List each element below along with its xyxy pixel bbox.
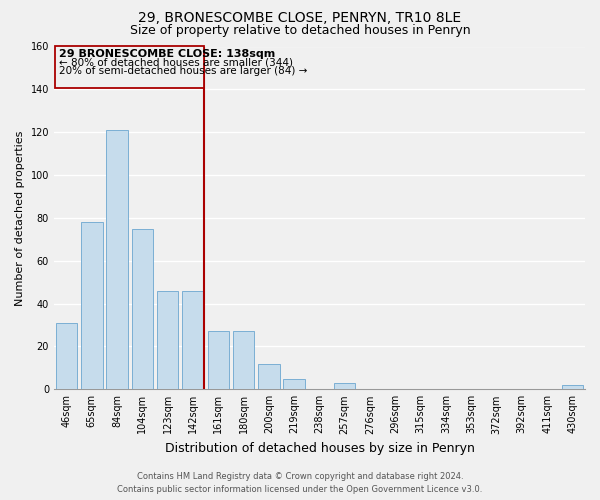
Y-axis label: Number of detached properties: Number of detached properties bbox=[15, 130, 25, 306]
Text: Contains HM Land Registry data © Crown copyright and database right 2024.
Contai: Contains HM Land Registry data © Crown c… bbox=[118, 472, 482, 494]
Text: Size of property relative to detached houses in Penryn: Size of property relative to detached ho… bbox=[130, 24, 470, 37]
Bar bbox=[208, 332, 229, 390]
Bar bbox=[56, 323, 77, 390]
Bar bbox=[157, 290, 178, 390]
Bar bbox=[55, 46, 204, 88]
Text: 20% of semi-detached houses are larger (84) →: 20% of semi-detached houses are larger (… bbox=[59, 66, 307, 76]
Bar bbox=[283, 378, 305, 390]
Bar bbox=[258, 364, 280, 390]
Bar bbox=[106, 130, 128, 390]
Bar bbox=[131, 228, 153, 390]
Text: 29, BRONESCOMBE CLOSE, PENRYN, TR10 8LE: 29, BRONESCOMBE CLOSE, PENRYN, TR10 8LE bbox=[139, 11, 461, 25]
Bar bbox=[182, 290, 204, 390]
Bar bbox=[81, 222, 103, 390]
X-axis label: Distribution of detached houses by size in Penryn: Distribution of detached houses by size … bbox=[164, 442, 475, 455]
Bar bbox=[562, 385, 583, 390]
Text: ← 80% of detached houses are smaller (344): ← 80% of detached houses are smaller (34… bbox=[59, 57, 293, 67]
Text: 29 BRONESCOMBE CLOSE: 138sqm: 29 BRONESCOMBE CLOSE: 138sqm bbox=[59, 48, 275, 58]
Bar bbox=[334, 383, 355, 390]
Bar bbox=[233, 332, 254, 390]
